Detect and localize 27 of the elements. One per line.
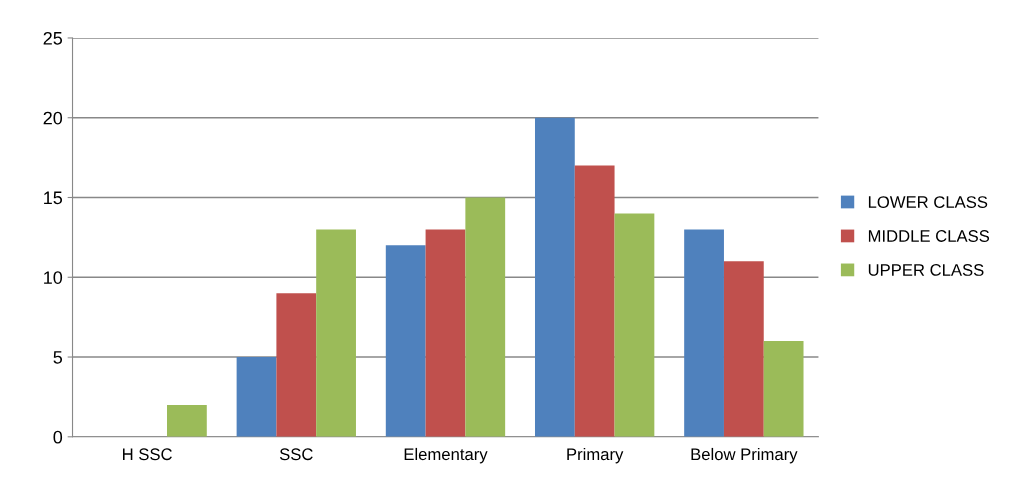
bar — [614, 213, 655, 437]
bar — [574, 165, 615, 437]
bar — [316, 229, 356, 437]
bar — [425, 229, 466, 437]
bar — [723, 261, 764, 437]
bar — [763, 341, 804, 437]
legend-label: LOWER CLASS — [868, 196, 988, 208]
y-tick-label: 5 — [53, 351, 63, 364]
bar — [465, 197, 506, 437]
x-tick-label: SSC — [279, 448, 313, 461]
y-tick-label: 25 — [43, 31, 63, 45]
y-tick-label: 10 — [44, 271, 63, 284]
x-tick-label: Below Primary — [691, 447, 798, 464]
bar — [276, 293, 317, 437]
y-tick-label: 15 — [44, 191, 63, 205]
legend-label: MIDDLE CLASS — [868, 230, 990, 242]
bar — [684, 229, 724, 437]
bar — [236, 357, 277, 437]
bar — [385, 245, 426, 437]
x-tick-label: Primary — [567, 447, 624, 464]
x-tick-label: Elementary — [404, 447, 488, 464]
bar — [534, 117, 575, 437]
x-tick-label: H SSC — [123, 448, 172, 461]
y-tick-label: 0 — [53, 430, 63, 444]
y-tick-label: 20 — [43, 111, 63, 125]
legend-label: UPPER CLASS — [868, 264, 984, 276]
bar — [167, 404, 207, 437]
